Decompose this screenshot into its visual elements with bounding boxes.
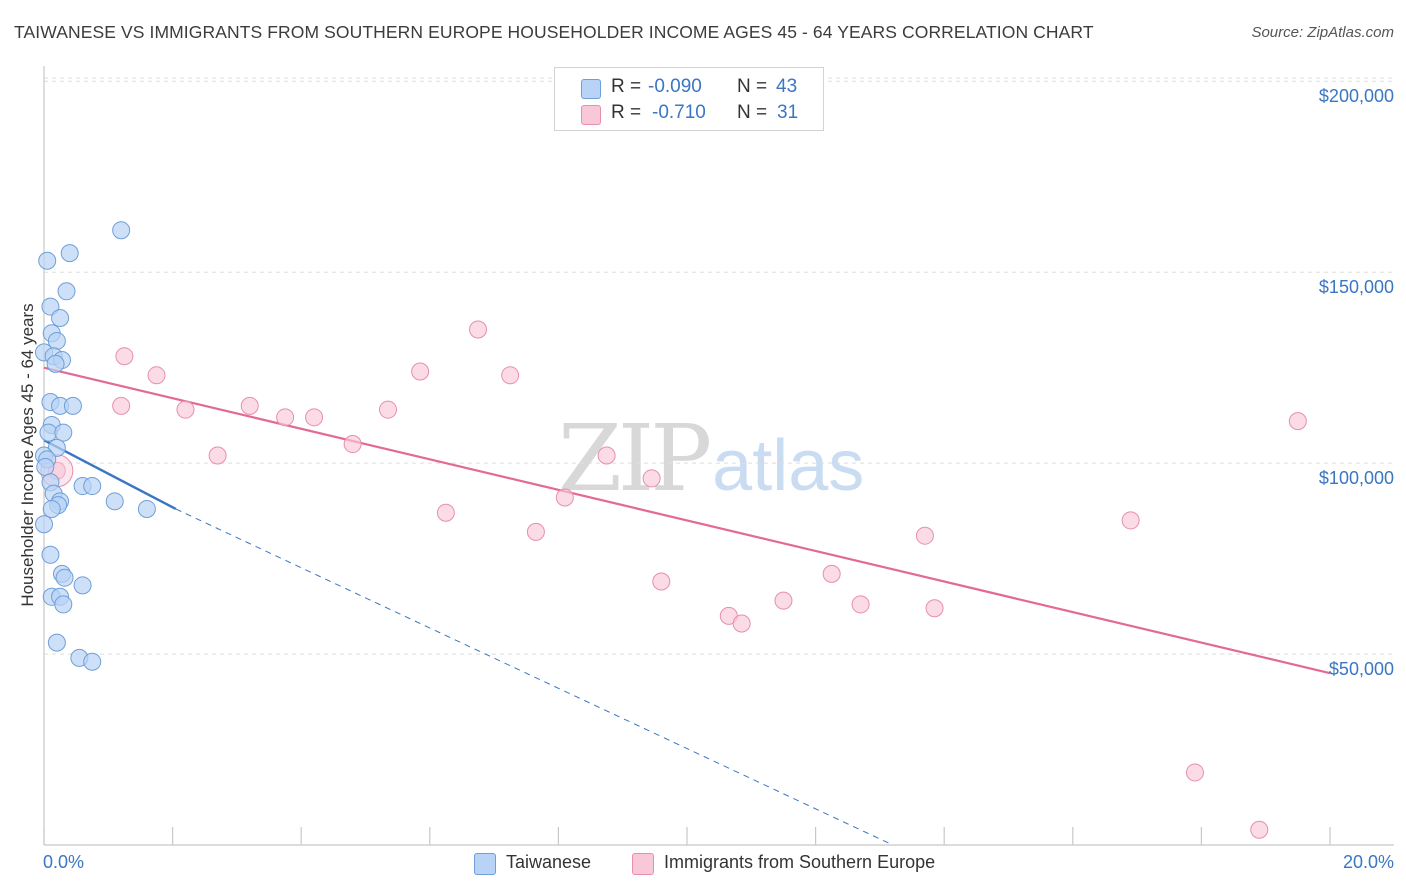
- data-point-taiwanese: [83, 477, 102, 496]
- data-point-taiwanese: [42, 499, 61, 518]
- data-point-taiwanese: [112, 221, 131, 240]
- series-taiwanese-points: [35, 221, 156, 671]
- y-axis-label: Householder Income Ages 45 - 64 years: [18, 303, 37, 607]
- legend-r-label: R =: [611, 102, 642, 123]
- data-point-taiwanese: [41, 297, 60, 316]
- data-point-southern-europe: [642, 469, 661, 488]
- data-point-taiwanese: [46, 354, 65, 373]
- source-credit: Source: ZipAtlas.com: [1251, 24, 1394, 41]
- data-point-taiwanese: [83, 652, 102, 671]
- data-point-southern-europe: [501, 366, 520, 385]
- data-point-southern-europe: [112, 396, 131, 415]
- correlation-legend: R = -0.090 N = 43 R = -0.710 N = 31: [554, 67, 824, 131]
- data-point-taiwanese: [60, 244, 79, 263]
- chart-title: TAIWANESE VS IMMIGRANTS FROM SOUTHERN EU…: [14, 22, 1094, 42]
- data-point-taiwanese: [73, 576, 92, 595]
- data-point-southern-europe: [411, 362, 430, 381]
- data-point-southern-europe: [851, 595, 870, 614]
- data-point-southern-europe: [147, 366, 166, 385]
- data-point-southern-europe: [732, 614, 751, 633]
- legend-row-southern-europe: R = -0.710 N = 31: [555, 102, 823, 126]
- y-tick-label: $200,000: [1318, 86, 1394, 106]
- data-point-taiwanese: [38, 251, 57, 270]
- data-point-southern-europe: [469, 320, 488, 339]
- y-tick-label: $100,000: [1318, 468, 1394, 488]
- data-point-taiwanese: [55, 568, 74, 587]
- data-point-southern-europe: [597, 446, 616, 465]
- data-point-southern-europe: [1185, 763, 1204, 782]
- gridlines: [44, 77, 1394, 655]
- data-point-southern-europe: [343, 435, 362, 454]
- legend-swatch-blue: [581, 79, 601, 99]
- watermark: ZIPatlas: [558, 405, 864, 512]
- data-point-southern-europe: [925, 599, 944, 618]
- axes: [43, 66, 1394, 846]
- data-point-southern-europe: [1288, 412, 1307, 431]
- data-point-taiwanese: [47, 633, 66, 652]
- data-point-southern-europe: [436, 503, 455, 522]
- data-point-taiwanese: [36, 457, 55, 476]
- data-point-southern-europe: [176, 400, 195, 419]
- data-point-taiwanese: [57, 282, 76, 301]
- data-point-southern-europe: [915, 526, 934, 545]
- data-point-southern-europe: [305, 408, 324, 427]
- data-point-taiwanese: [63, 396, 82, 415]
- bottom-legend-swatch-pink: [632, 853, 654, 875]
- series-southern-europe-points: [40, 320, 1307, 839]
- trend-line-southern-europe: [43, 366, 1331, 675]
- data-point-taiwanese: [35, 515, 53, 534]
- data-point-southern-europe: [276, 408, 295, 427]
- data-point-taiwanese: [54, 423, 73, 442]
- data-point-southern-europe: [1250, 820, 1269, 839]
- x-tick-label-min: 0.0%: [43, 852, 85, 872]
- legend-r-value: -0.090: [648, 76, 702, 97]
- data-point-southern-europe: [240, 396, 259, 415]
- legend-n-value: 31: [777, 102, 799, 123]
- data-point-southern-europe: [379, 400, 398, 419]
- data-point-taiwanese: [105, 492, 124, 511]
- trend-line-taiwanese-extension: [175, 508, 893, 846]
- data-point-southern-europe: [1121, 511, 1140, 530]
- legend-n-value: 43: [776, 76, 798, 97]
- legend-swatch-pink: [581, 105, 601, 125]
- y-tick-label: $50,000: [1328, 659, 1394, 679]
- watermark-atlas: atlas: [712, 426, 865, 506]
- legend-r-label: R =: [611, 76, 642, 97]
- legend-n-label: N =: [737, 102, 768, 123]
- data-point-taiwanese: [51, 309, 70, 328]
- bottom-legend-swatch-blue: [474, 853, 496, 875]
- data-point-taiwanese: [54, 595, 73, 614]
- data-point-southern-europe: [774, 591, 793, 610]
- data-point-southern-europe: [555, 488, 574, 507]
- bottom-legend-label: Immigrants from Southern Europe: [664, 852, 936, 872]
- x-tick-label-max: 20.0%: [1342, 852, 1394, 872]
- data-point-southern-europe: [208, 446, 227, 465]
- data-point-taiwanese: [137, 499, 156, 518]
- legend-row-taiwanese: R = -0.090 N = 43: [555, 76, 823, 100]
- trend-line-taiwanese: [43, 439, 177, 511]
- legend-r-value: -0.710: [652, 102, 706, 123]
- data-point-taiwanese: [41, 545, 60, 564]
- data-point-southern-europe: [652, 572, 671, 591]
- data-point-southern-europe: [115, 347, 134, 366]
- trend-lines: [43, 366, 1331, 846]
- data-point-southern-europe: [526, 522, 545, 541]
- watermark-zip: ZIP: [558, 405, 712, 512]
- bottom-legend-label: Taiwanese: [506, 852, 592, 872]
- y-tick-label: $150,000: [1318, 277, 1394, 297]
- data-point-southern-europe: [822, 564, 841, 583]
- legend-n-label: N =: [737, 76, 768, 97]
